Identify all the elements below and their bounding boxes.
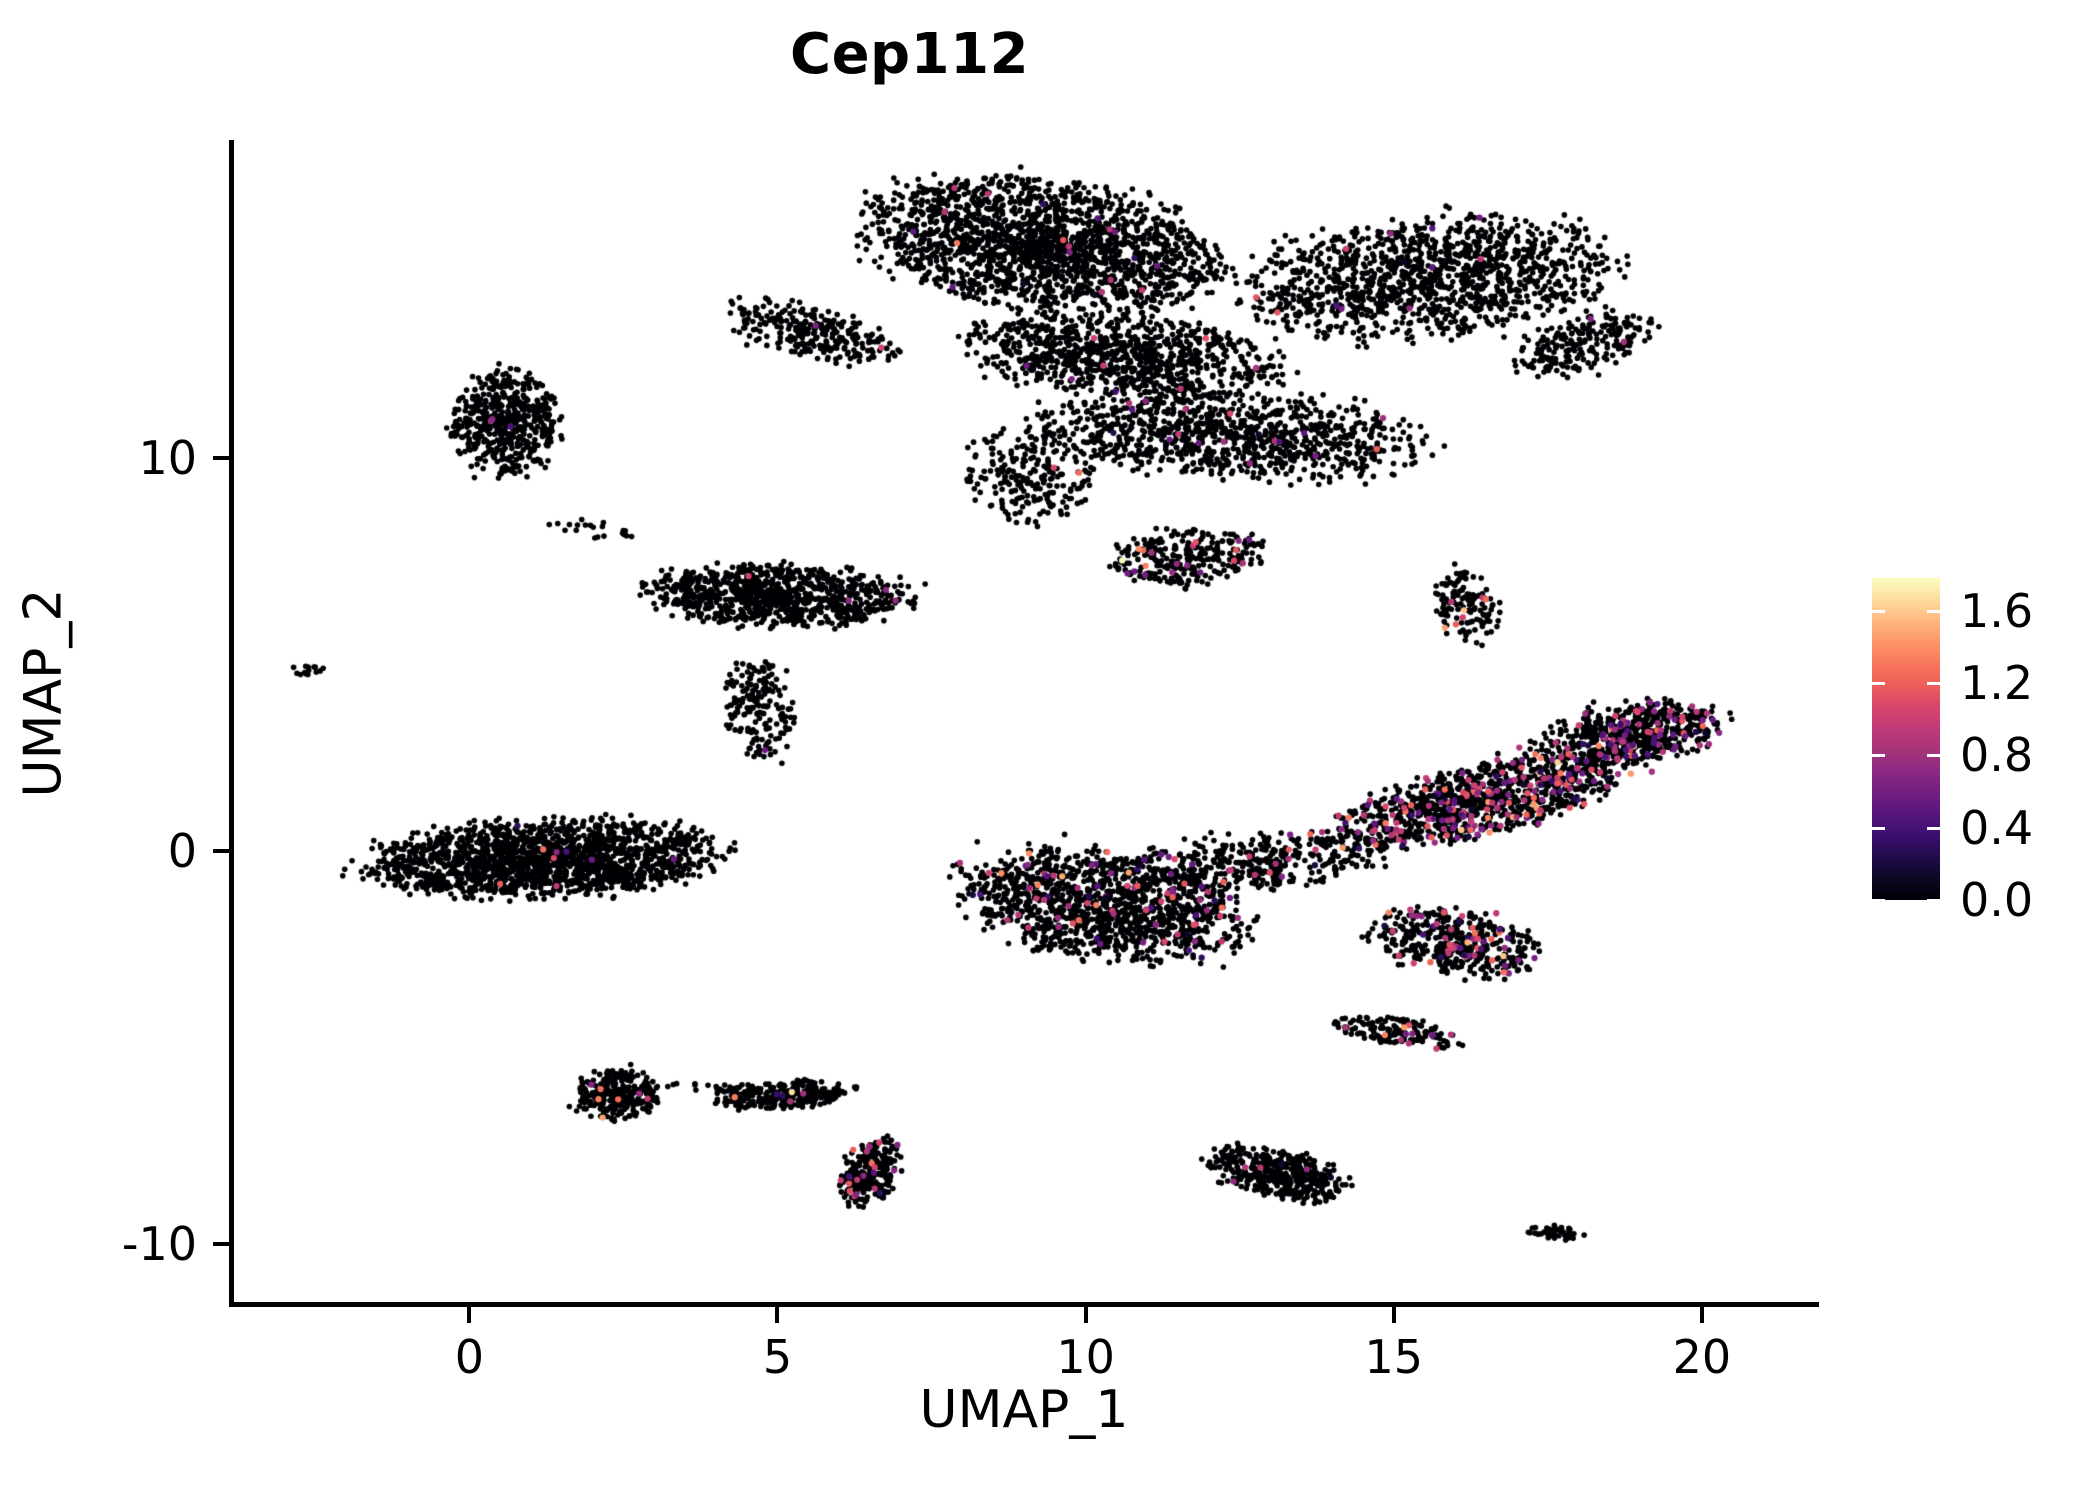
colorbar-tick-mark	[1927, 681, 1940, 685]
y-tick-mark	[213, 849, 229, 854]
x-tick-label: 15	[1364, 1330, 1424, 1384]
colorbar-gradient	[1872, 578, 1940, 900]
colorbar-tick-mark	[1872, 899, 1885, 902]
colorbar-tick-label: 1.6	[1960, 583, 2034, 638]
x-tick-mark	[467, 1307, 472, 1323]
x-tick-mark	[1699, 1307, 1704, 1323]
x-axis-spine	[229, 1302, 1819, 1307]
x-tick-mark	[1391, 1307, 1396, 1323]
x-tick-label: 10	[1056, 1330, 1115, 1384]
colorbar-tick-label: 0.0	[1960, 873, 2034, 927]
colorbar-tick-mark	[1872, 826, 1885, 830]
x-axis-label: UMAP_1	[919, 1380, 1129, 1440]
umap-scatter-canvas	[229, 140, 1819, 1307]
x-tick-label: 5	[762, 1330, 793, 1384]
y-tick-mark	[213, 1242, 229, 1247]
colorbar-tick-mark	[1872, 681, 1885, 685]
y-tick-label: 10	[138, 431, 197, 486]
colorbar-tick-mark	[1927, 899, 1940, 902]
page-title: Cep112	[789, 22, 1030, 87]
colorbar-tick-mark	[1872, 609, 1885, 613]
colorbar: 0.0 0.4 0.8 1.2 1.6	[1872, 578, 2082, 927]
x-tick-label: 20	[1672, 1330, 1732, 1384]
colorbar-tick-mark	[1927, 609, 1940, 613]
y-tick-mark	[213, 456, 229, 461]
y-tick-label: -10	[121, 1217, 197, 1272]
colorbar-tick-label: 0.4	[1960, 800, 2034, 855]
y-axis-label: UMAP_2	[13, 588, 74, 798]
y-axis-spine	[229, 140, 234, 1307]
y-tick-label: 0	[167, 824, 197, 879]
x-tick-label: 0	[454, 1330, 484, 1384]
colorbar-tick-mark	[1872, 754, 1885, 758]
x-tick-mark	[1083, 1307, 1088, 1323]
colorbar-tick-mark	[1927, 754, 1940, 758]
colorbar-tick-label: 1.2	[1960, 655, 2034, 710]
x-tick-mark	[775, 1307, 780, 1323]
plot-axes: 0 5 10 15 20 -10 0 10	[122, 140, 1819, 1384]
colorbar-tick-mark	[1927, 826, 1940, 830]
colorbar-tick-label: 0.8	[1960, 728, 2034, 783]
